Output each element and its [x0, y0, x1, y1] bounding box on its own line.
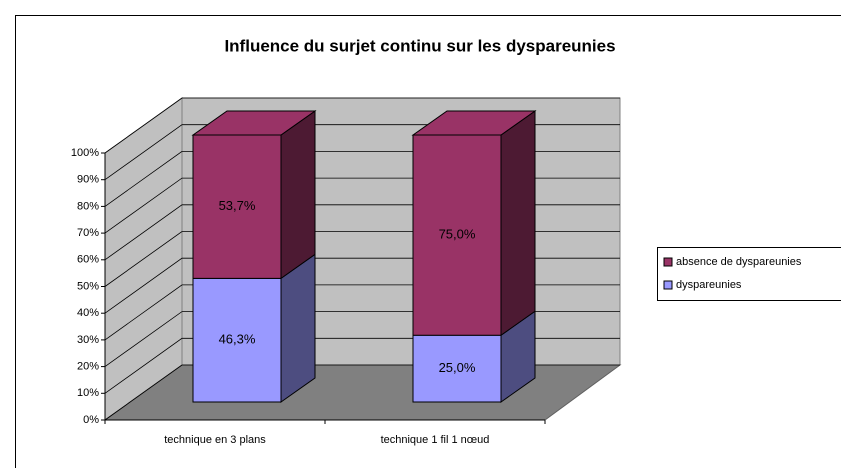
value-label: 53,7% [219, 198, 256, 213]
y-tick-label: 80% [77, 200, 99, 212]
y-tick-label: 10% [77, 387, 99, 399]
bar-segment [192, 277, 282, 403]
bar-side [500, 110, 536, 337]
y-tick-label: 100% [71, 147, 99, 159]
y-tick-label: 50% [77, 280, 99, 292]
legend-swatch [663, 257, 673, 267]
x-tick-label: technique 1 fil 1 nœud [381, 434, 490, 446]
bar-segment [192, 134, 282, 279]
bar-top [411, 110, 537, 136]
legend [657, 247, 841, 301]
legend-label: absence de dyspareunies [676, 256, 802, 268]
bar-segment [412, 134, 502, 336]
value-label: 25,0% [439, 360, 476, 375]
chart-title: Influence du surjet continu sur les dysp… [224, 36, 615, 55]
bar-side [280, 110, 316, 280]
bar-side [280, 253, 316, 403]
bar-top [191, 110, 317, 136]
legend-label: dyspareunies [676, 279, 742, 291]
y-tick-label: 0% [83, 414, 99, 426]
y-tick-label: 90% [77, 174, 99, 186]
y-tick-label: 60% [77, 254, 99, 266]
y-tick-label: 30% [77, 334, 99, 346]
value-label: 75,0% [439, 227, 476, 242]
floor [103, 364, 622, 421]
legend-swatch [663, 280, 673, 290]
x-tick-label: technique en 3 plans [164, 434, 266, 446]
y-tick-label: 40% [77, 307, 99, 319]
value-label: 46,3% [219, 332, 256, 347]
y-tick-label: 70% [77, 227, 99, 239]
y-tick-label: 20% [77, 361, 99, 373]
bar-segment [412, 334, 502, 403]
grid-line [104, 97, 620, 154]
